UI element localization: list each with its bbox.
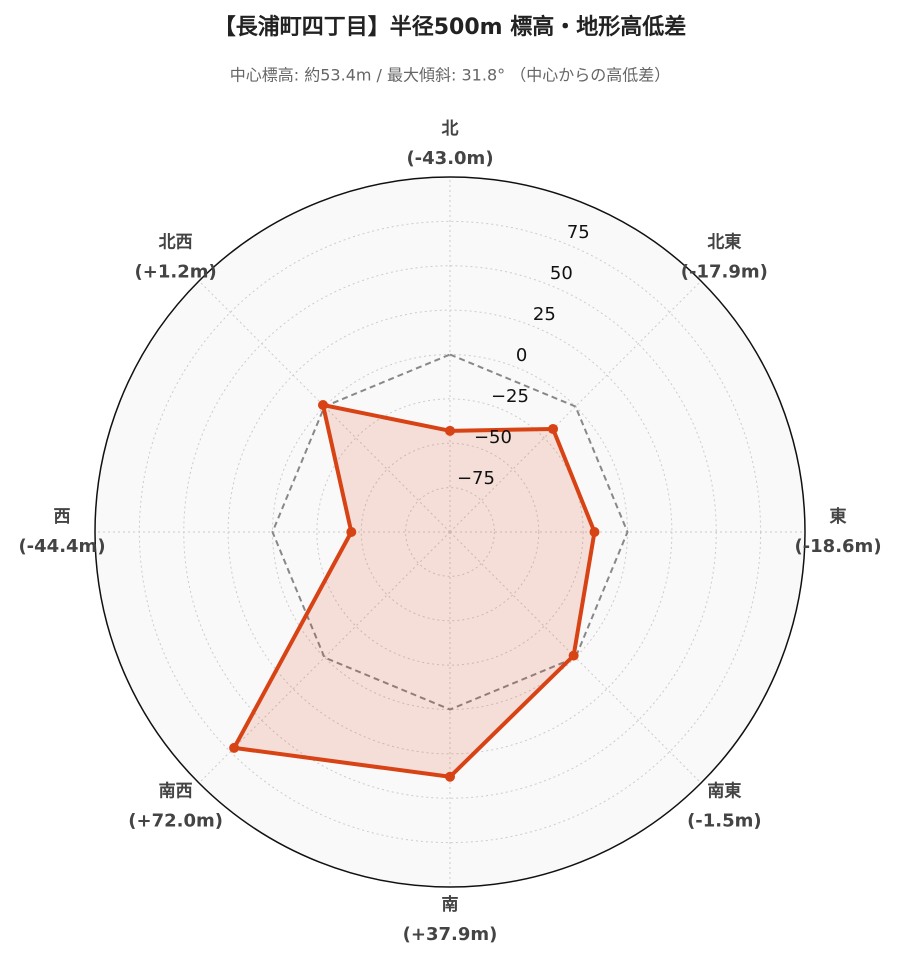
- value-label: (-1.5m): [687, 810, 762, 831]
- grid-circle: [405, 487, 495, 577]
- category-label: 北西: [159, 233, 193, 253]
- value-label: (+37.9m): [403, 924, 498, 945]
- value-label: (-43.0m): [406, 148, 493, 169]
- point: [445, 771, 455, 782]
- chart-subtitle: 中心標高: 約53.4m / 最大傾斜: 31.8° （中心からの高低差）: [230, 66, 670, 85]
- chart-title: 【長浦町四丁目】半径500m 標高・地形高低差: [214, 14, 687, 40]
- point: [229, 742, 240, 753]
- point: [346, 527, 357, 537]
- value-label: (-18.6m): [794, 536, 881, 557]
- point: [568, 650, 579, 661]
- point: [317, 399, 328, 410]
- category-label: 東: [830, 506, 847, 527]
- grid-circle: [316, 398, 584, 666]
- grid-circle: [360, 442, 540, 622]
- spoke: [198, 280, 451, 533]
- zero-reference: [271, 353, 629, 711]
- spoke: [449, 531, 702, 784]
- r-tick-label: −75: [457, 468, 495, 489]
- r-tick-label: 50: [550, 263, 573, 284]
- r-tick-label: −50: [474, 427, 512, 448]
- r-tick-label: 0: [516, 345, 527, 366]
- category-label: 南東: [707, 780, 741, 801]
- point: [445, 425, 455, 436]
- r-tick-label: 75: [567, 222, 590, 243]
- category-label: 北東: [707, 232, 741, 253]
- plot-border: [94, 176, 806, 888]
- value-label: (+1.2m): [135, 262, 217, 283]
- point: [589, 527, 600, 537]
- spoke: [198, 531, 451, 784]
- value-label: (+72.0m): [128, 810, 223, 831]
- point: [548, 423, 559, 434]
- category-label: 南西: [159, 780, 193, 801]
- spoke: [449, 280, 702, 533]
- r-tick-label: −25: [491, 386, 529, 407]
- value-label: (-44.4m): [18, 536, 105, 557]
- r-tick-label: 25: [533, 304, 556, 325]
- category-label: 南: [442, 894, 459, 915]
- area: [234, 404, 595, 777]
- category-label: 北: [442, 119, 459, 139]
- value-label: (-17.9m): [681, 262, 768, 283]
- category-label: 西: [54, 507, 71, 527]
